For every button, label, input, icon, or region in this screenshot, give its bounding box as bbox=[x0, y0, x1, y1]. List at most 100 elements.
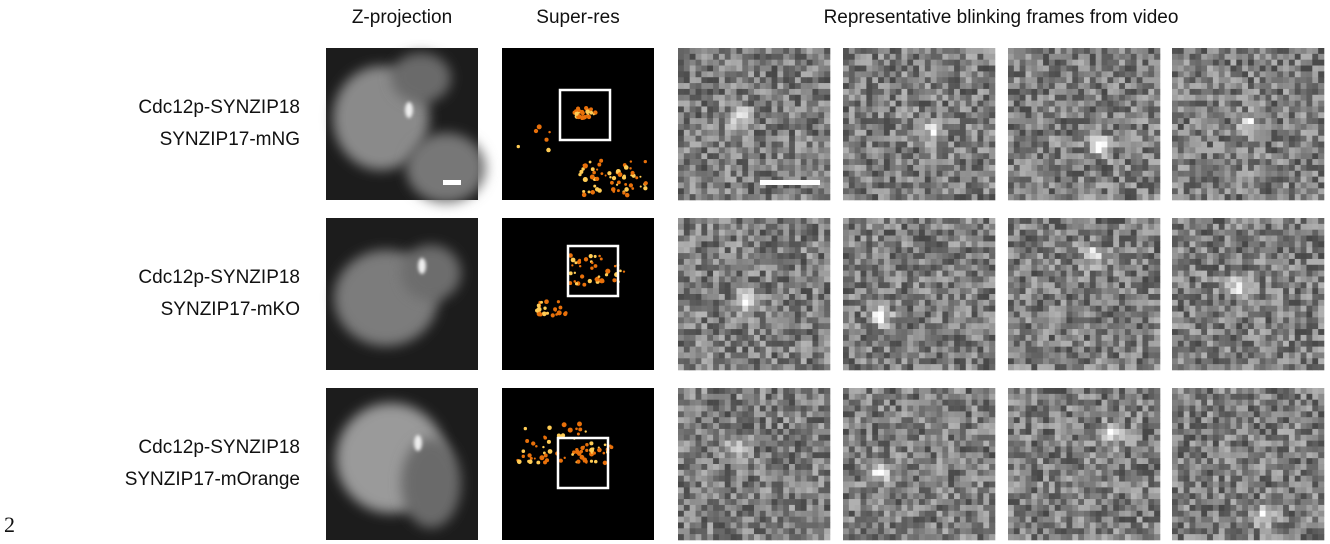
pixel bbox=[701, 247, 707, 253]
pixel bbox=[1031, 71, 1037, 77]
pixel bbox=[795, 218, 801, 224]
pixel bbox=[948, 142, 954, 148]
pixel bbox=[1213, 66, 1219, 72]
pixel bbox=[1037, 218, 1043, 224]
pixel bbox=[931, 358, 937, 364]
pixel bbox=[742, 247, 748, 253]
pixel bbox=[1096, 253, 1102, 259]
pixel bbox=[678, 194, 684, 200]
pixel bbox=[1055, 276, 1061, 282]
pixel bbox=[1107, 165, 1113, 171]
localization bbox=[597, 188, 601, 192]
pixel bbox=[783, 253, 789, 259]
pixel bbox=[855, 171, 861, 177]
pixel bbox=[1008, 71, 1014, 77]
pixel bbox=[1184, 147, 1190, 153]
pixel bbox=[1148, 335, 1154, 341]
pixel bbox=[1113, 106, 1119, 112]
pixel bbox=[960, 182, 966, 188]
pixel bbox=[1254, 124, 1260, 130]
pixel bbox=[719, 182, 725, 188]
pixel bbox=[1014, 230, 1020, 236]
pixel bbox=[1026, 347, 1032, 353]
pixel bbox=[701, 358, 707, 364]
pixel bbox=[1084, 165, 1090, 171]
pixel bbox=[1119, 312, 1125, 318]
pixel bbox=[1107, 329, 1113, 335]
pixel bbox=[812, 312, 818, 318]
pixel bbox=[801, 259, 807, 265]
pixel bbox=[1271, 66, 1277, 72]
pixel bbox=[736, 329, 742, 335]
pixel bbox=[901, 317, 907, 323]
pixel bbox=[931, 276, 937, 282]
pixel bbox=[972, 282, 978, 288]
pixel bbox=[855, 60, 861, 66]
pixel bbox=[1072, 241, 1078, 247]
pixel bbox=[972, 112, 978, 118]
pixel bbox=[707, 159, 713, 165]
pixel bbox=[1295, 136, 1301, 142]
pixel bbox=[818, 323, 824, 329]
pixel bbox=[1225, 188, 1231, 194]
pixel bbox=[1236, 66, 1242, 72]
pixel bbox=[1137, 230, 1143, 236]
pixel bbox=[789, 358, 795, 364]
pixel bbox=[1084, 352, 1090, 358]
pixel bbox=[977, 60, 983, 66]
pixel bbox=[1125, 194, 1131, 200]
pixel bbox=[1295, 48, 1301, 54]
localization bbox=[584, 257, 588, 261]
pixel bbox=[872, 288, 878, 294]
pixel bbox=[1107, 118, 1113, 124]
pixel bbox=[1172, 306, 1178, 312]
pixel bbox=[1142, 288, 1148, 294]
pixel bbox=[754, 118, 760, 124]
pixel bbox=[1172, 312, 1178, 318]
pixel bbox=[1260, 95, 1266, 101]
pixel bbox=[1026, 136, 1032, 142]
pixel bbox=[1178, 352, 1184, 358]
pixel bbox=[731, 241, 737, 247]
pixel bbox=[1014, 253, 1020, 259]
pixel bbox=[1096, 136, 1102, 142]
pixel bbox=[989, 224, 995, 230]
blinking-frame bbox=[843, 48, 995, 200]
pixel bbox=[1072, 317, 1078, 323]
pixel bbox=[777, 83, 783, 89]
pixel bbox=[818, 101, 824, 107]
pixel bbox=[1178, 106, 1184, 112]
pixel bbox=[960, 352, 966, 358]
pixel bbox=[789, 253, 795, 259]
pixel bbox=[878, 60, 884, 66]
pixel bbox=[1142, 153, 1148, 159]
pixel bbox=[719, 358, 725, 364]
pixel bbox=[872, 259, 878, 265]
pixel bbox=[843, 118, 849, 124]
pixel bbox=[960, 106, 966, 112]
pixel bbox=[1195, 182, 1201, 188]
pixel bbox=[696, 358, 702, 364]
pixel bbox=[1125, 358, 1131, 364]
pixel bbox=[1295, 101, 1301, 107]
pixel bbox=[1219, 147, 1225, 153]
pixel bbox=[731, 294, 737, 300]
pixel bbox=[1049, 153, 1055, 159]
pixel bbox=[1201, 66, 1207, 72]
pixel bbox=[1248, 124, 1254, 130]
pixel bbox=[1312, 48, 1318, 54]
pixel bbox=[1102, 282, 1108, 288]
pixel bbox=[818, 136, 824, 142]
pixel bbox=[849, 142, 855, 148]
pixel bbox=[1107, 83, 1113, 89]
pixel bbox=[866, 71, 872, 77]
pixel bbox=[1090, 253, 1096, 259]
pixel bbox=[872, 118, 878, 124]
pixel bbox=[931, 48, 937, 54]
pixel bbox=[896, 136, 902, 142]
pixel bbox=[942, 271, 948, 277]
pixel bbox=[942, 136, 948, 142]
pixel bbox=[1148, 142, 1154, 148]
pixel bbox=[878, 306, 884, 312]
pixel bbox=[1148, 194, 1154, 200]
